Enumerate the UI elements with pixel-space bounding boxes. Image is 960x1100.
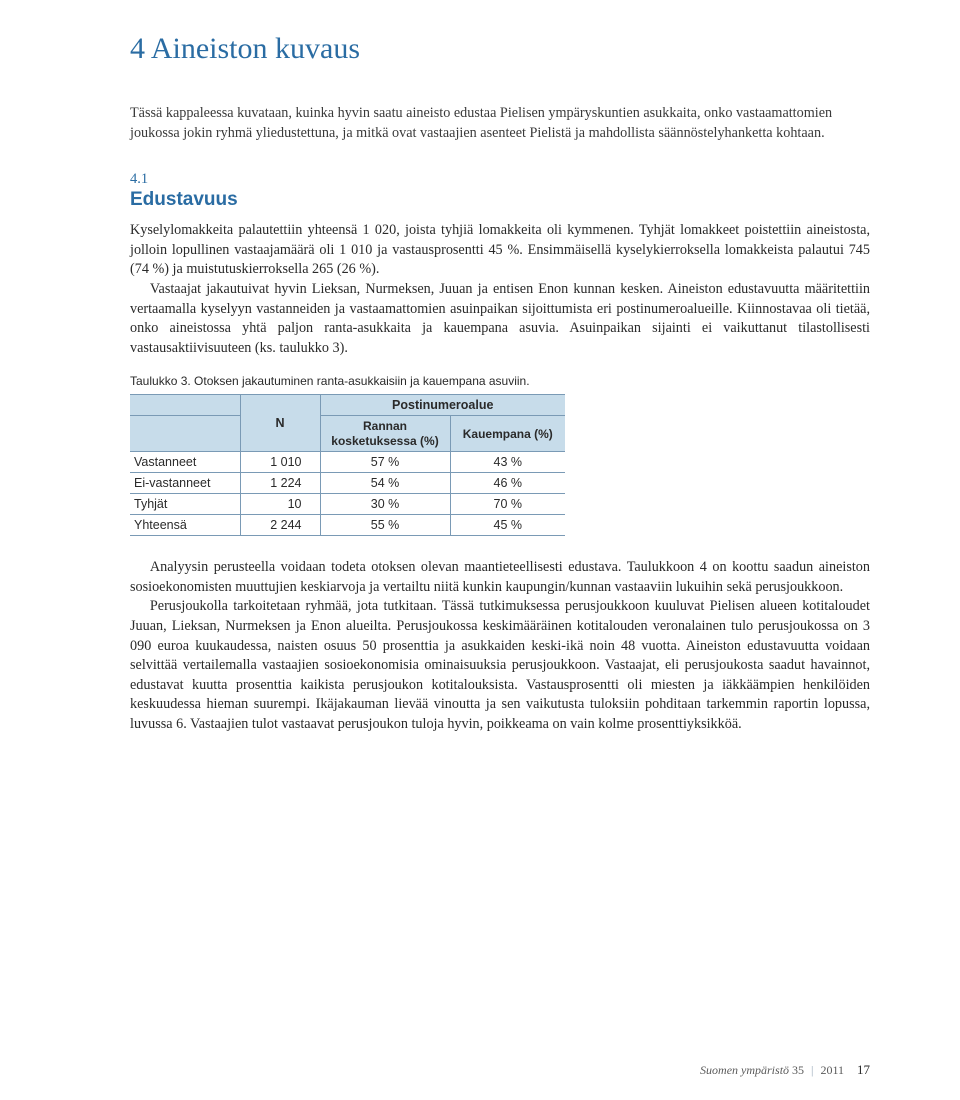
table-header-n: N bbox=[240, 395, 320, 452]
cell-n: 2 244 bbox=[240, 515, 320, 536]
body-para-4: Perusjoukolla tarkoitetaan ryhmää, jota … bbox=[130, 597, 870, 734]
table-header-rannan: Rannan kosketuksessa (%) bbox=[320, 416, 450, 452]
section-title: Edustavuus bbox=[130, 189, 870, 211]
cell-kauempana: 43 % bbox=[450, 452, 565, 473]
cell-kauempana: 46 % bbox=[450, 473, 565, 494]
table3: N Postinumeroalue Rannan kosketuksessa (… bbox=[130, 394, 565, 536]
cell-rannan: 54 % bbox=[320, 473, 450, 494]
footer-year: 2011 bbox=[820, 1063, 844, 1077]
table-header-postinumeroalue: Postinumeroalue bbox=[320, 395, 565, 416]
table-blank-header bbox=[130, 395, 240, 416]
cell-n: 10 bbox=[240, 494, 320, 515]
section-para-2: Vastaajat jakautuivat hyvin Lieksan, Nur… bbox=[130, 280, 870, 358]
cell-rannan: 55 % bbox=[320, 515, 450, 536]
para-text: Kyselylomakkeita palautettiin yhteensä 1… bbox=[130, 222, 870, 277]
cell-kauempana: 45 % bbox=[450, 515, 565, 536]
table-blank-header bbox=[130, 416, 240, 452]
table-row: Yhteensä 2 244 55 % 45 % bbox=[130, 515, 565, 536]
cell-rannan: 57 % bbox=[320, 452, 450, 473]
cell-kauempana: 70 % bbox=[450, 494, 565, 515]
footer-publication: Suomen ympäristö bbox=[700, 1063, 789, 1077]
footer-issue: 35 bbox=[792, 1063, 804, 1077]
footer-divider-icon: | bbox=[811, 1063, 813, 1077]
cell-label: Yhteensä bbox=[130, 515, 240, 536]
chapter-intro: Tässä kappaleessa kuvataan, kuinka hyvin… bbox=[130, 104, 870, 143]
chapter-title: 4 Aineiston kuvaus bbox=[130, 32, 870, 66]
cell-n: 1 010 bbox=[240, 452, 320, 473]
table-row: Tyhjät 10 30 % 70 % bbox=[130, 494, 565, 515]
cell-label: Vastanneet bbox=[130, 452, 240, 473]
para-text: Vastaajat jakautuivat hyvin Lieksan, Nur… bbox=[130, 281, 870, 356]
footer-page-number: 17 bbox=[857, 1062, 870, 1077]
table-row: Vastanneet 1 010 57 % 43 % bbox=[130, 452, 565, 473]
page-footer: Suomen ympäristö 35 | 2011 17 bbox=[700, 1062, 870, 1078]
cell-n: 1 224 bbox=[240, 473, 320, 494]
section-para-1: Kyselylomakkeita palautettiin yhteensä 1… bbox=[130, 221, 870, 280]
section-number: 4.1 bbox=[130, 171, 870, 188]
table3-caption: Taulukko 3. Otoksen jakautuminen ranta-a… bbox=[130, 374, 870, 388]
cell-rannan: 30 % bbox=[320, 494, 450, 515]
cell-label: Ei-vastanneet bbox=[130, 473, 240, 494]
cell-label: Tyhjät bbox=[130, 494, 240, 515]
table-header-kauempana: Kauempana (%) bbox=[450, 416, 565, 452]
table-row: Ei-vastanneet 1 224 54 % 46 % bbox=[130, 473, 565, 494]
body-para-3: Analyysin perusteella voidaan todeta oto… bbox=[130, 558, 870, 597]
